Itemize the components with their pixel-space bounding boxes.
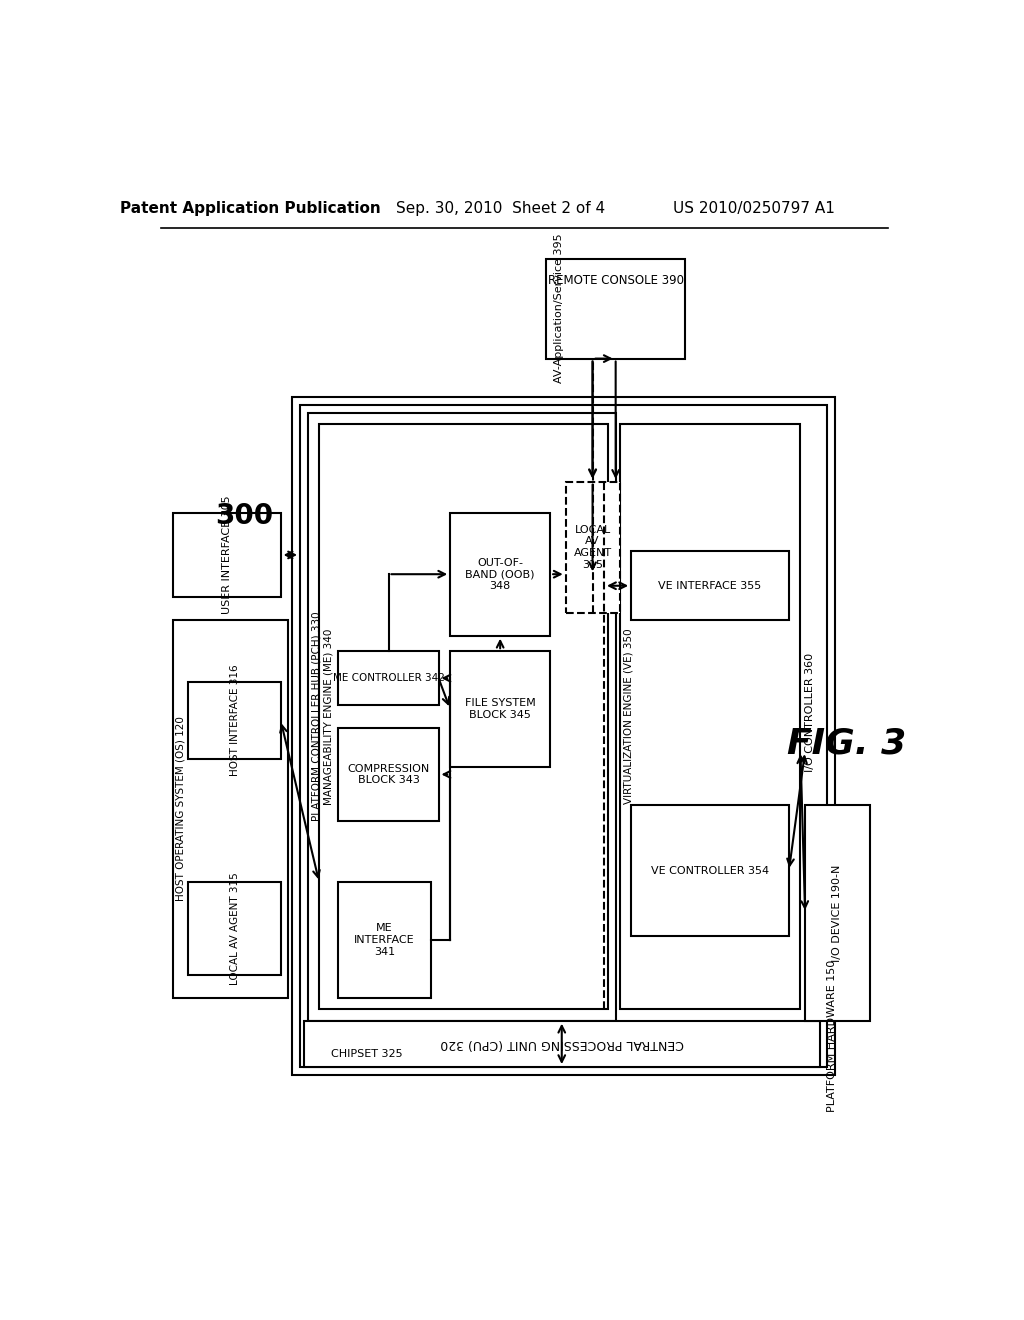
Bar xyxy=(631,805,788,936)
Text: VIRTUALIZATION ENGINE (VE) 350: VIRTUALIZATION ENGINE (VE) 350 xyxy=(624,628,634,804)
Text: VE CONTROLLER 354: VE CONTROLLER 354 xyxy=(651,866,769,875)
Text: 300: 300 xyxy=(215,503,273,531)
Text: COMPRESSION
BLOCK 343: COMPRESSION BLOCK 343 xyxy=(347,763,430,785)
Text: MANAGEABILITY ENGINE (ME) 340: MANAGEABILITY ENGINE (ME) 340 xyxy=(324,628,334,805)
Text: HOST OPERATING SYSTEM (OS) 120: HOST OPERATING SYSTEM (OS) 120 xyxy=(175,717,185,902)
Bar xyxy=(300,405,827,1067)
Text: I/O DEVICE 190-N: I/O DEVICE 190-N xyxy=(833,865,843,962)
Text: VE INTERFACE 355: VE INTERFACE 355 xyxy=(658,581,762,591)
Bar xyxy=(307,413,615,1020)
Bar xyxy=(631,552,788,620)
Text: REMOTE CONSOLE 390: REMOTE CONSOLE 390 xyxy=(548,275,684,286)
Text: CENTRAL PROCESSING UNIT (CPU) 320: CENTRAL PROCESSING UNIT (CPU) 320 xyxy=(440,1038,684,1051)
Text: ME CONTROLLER 342: ME CONTROLLER 342 xyxy=(333,673,444,684)
Text: USER INTERFACE 305: USER INTERFACE 305 xyxy=(222,495,231,614)
Text: I/O CONTROLLER 360: I/O CONTROLLER 360 xyxy=(806,653,815,772)
Bar xyxy=(451,651,550,767)
Bar xyxy=(173,620,289,998)
Bar xyxy=(620,424,801,1010)
Bar xyxy=(188,882,281,974)
Text: LOCAL AV AGENT 315: LOCAL AV AGENT 315 xyxy=(229,873,240,985)
Text: Sep. 30, 2010  Sheet 2 of 4: Sep. 30, 2010 Sheet 2 of 4 xyxy=(395,201,605,216)
Text: LOCAL
AV
AGENT
315: LOCAL AV AGENT 315 xyxy=(573,525,611,570)
Text: CHIPSET 325: CHIPSET 325 xyxy=(331,1049,402,1059)
Text: FILE SYSTEM
BLOCK 345: FILE SYSTEM BLOCK 345 xyxy=(465,698,536,719)
FancyArrowPatch shape xyxy=(255,531,274,550)
Bar xyxy=(451,512,550,636)
Bar xyxy=(319,424,608,1010)
Bar xyxy=(292,397,836,1074)
Bar xyxy=(188,682,281,759)
Text: US 2010/0250797 A1: US 2010/0250797 A1 xyxy=(674,201,836,216)
Text: ME
INTERFACE
341: ME INTERFACE 341 xyxy=(354,924,415,957)
Text: OUT-OF-
BAND (OOB)
348: OUT-OF- BAND (OOB) 348 xyxy=(466,557,535,591)
Bar xyxy=(339,882,431,998)
Text: PLATFORM CONTROLLER HUB (PCH) 330: PLATFORM CONTROLLER HUB (PCH) 330 xyxy=(312,612,322,821)
Bar xyxy=(304,1020,819,1067)
Bar xyxy=(565,482,620,612)
Text: HOST INTERFACE 316: HOST INTERFACE 316 xyxy=(229,665,240,776)
Bar xyxy=(339,729,438,821)
Text: FIG. 3: FIG. 3 xyxy=(787,726,906,760)
Text: AV-Application/Service 395: AV-Application/Service 395 xyxy=(554,234,564,383)
Bar xyxy=(173,512,281,598)
Text: PLATFORM HARDWARE 150: PLATFORM HARDWARE 150 xyxy=(827,960,838,1113)
Bar xyxy=(805,805,869,1020)
Bar xyxy=(339,651,438,705)
Text: Patent Application Publication: Patent Application Publication xyxy=(120,201,380,216)
Bar xyxy=(547,259,685,359)
